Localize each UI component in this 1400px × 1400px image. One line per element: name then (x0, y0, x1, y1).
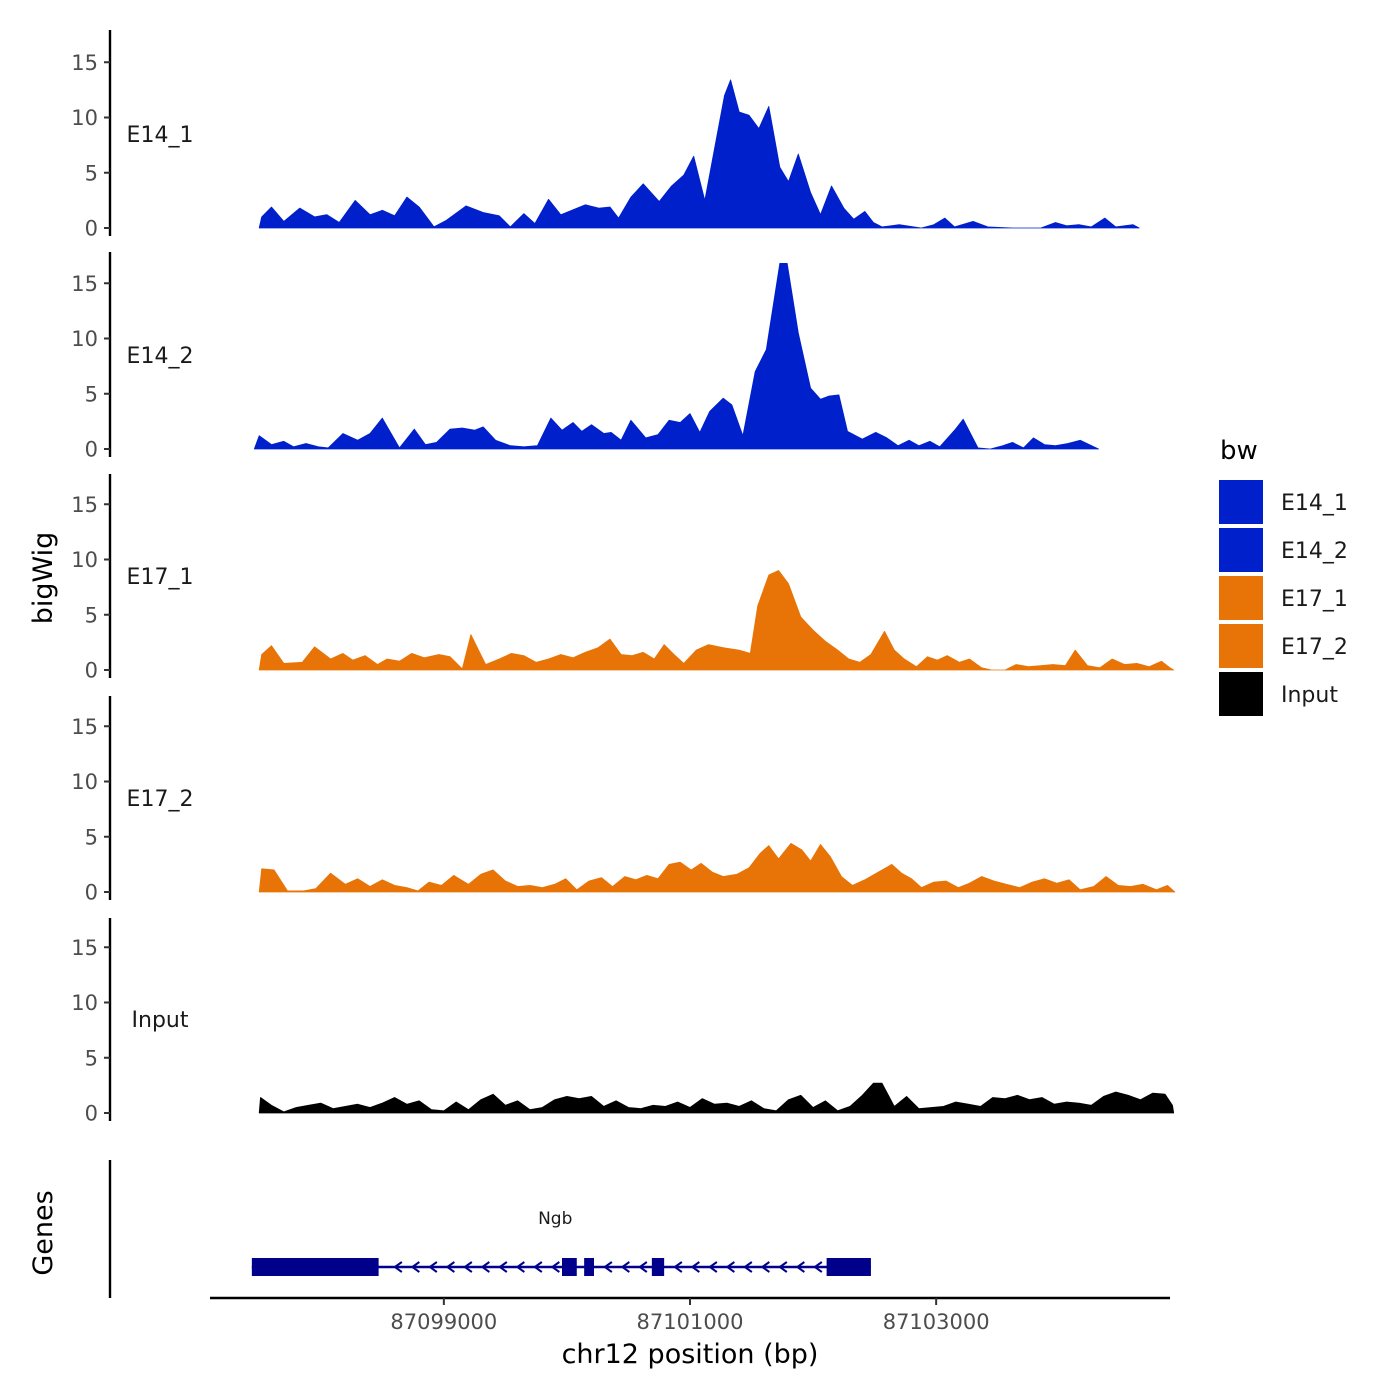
signal-tracks: 0 5 10 15 E14_1 0 5 10 15 E14_2 0 5 10 15 E17_1 0 5 10 15 E… (71, 30, 1176, 1126)
strand-arrow (725, 1261, 735, 1273)
y-tick-label: 10 (71, 991, 98, 1015)
gene-name-label: Ngb (538, 1209, 572, 1229)
track-label: E14_1 (127, 123, 194, 148)
gene-exon (651, 1258, 665, 1276)
track-E17_1: 0 5 10 15 E17_1 (71, 474, 1175, 683)
track-E14_2: 0 5 10 15 E14_2 (71, 252, 1099, 462)
x-tick-label: 87101000 (637, 1310, 744, 1334)
legend-key-E17_2 (1219, 624, 1263, 668)
legend-label-E14_2: E14_2 (1281, 539, 1348, 564)
legend-key-E17_1 (1219, 576, 1263, 620)
strand-arrow (673, 1261, 683, 1273)
track-E14_1: 0 5 10 15 E14_1 (71, 30, 1140, 241)
y-tick-label: 15 (71, 493, 98, 517)
gene-exon (826, 1258, 871, 1276)
y-tick-label: 15 (71, 715, 98, 739)
strand-arrow (498, 1261, 508, 1273)
strand-arrow (708, 1261, 718, 1273)
legend-label-Input: Input (1281, 683, 1338, 708)
y-tick-label: 0 (85, 217, 98, 241)
y-tick-label: 0 (85, 1102, 98, 1126)
legend-key-E14_1 (1219, 480, 1263, 524)
strand-arrow (533, 1261, 543, 1273)
y-tick-label: 5 (85, 382, 98, 406)
strand-arrow (778, 1261, 788, 1273)
x-tick-label: 87099000 (390, 1310, 497, 1334)
y-tick-label: 10 (71, 106, 98, 130)
signal-area-E17_1 (258, 570, 1175, 671)
gene-exon (584, 1258, 594, 1276)
legend-key-Input (1219, 672, 1263, 716)
gene-exon (251, 1258, 379, 1276)
strand-arrow (638, 1261, 648, 1273)
y-tick-label: 5 (85, 825, 98, 849)
signal-area-E14_2 (253, 263, 1099, 450)
x-tick-label: 87103000 (883, 1310, 990, 1334)
y-tick-label: 5 (85, 161, 98, 185)
strand-arrow (550, 1261, 560, 1273)
legend-key-E14_2 (1219, 528, 1263, 572)
strand-arrow (393, 1261, 403, 1273)
legend-title: bw (1220, 436, 1258, 466)
legend-label-E17_1: E17_1 (1281, 587, 1348, 612)
signal-area-Input (258, 1082, 1175, 1114)
legend-label-E17_2: E17_2 (1281, 635, 1348, 660)
strand-arrow (603, 1261, 613, 1273)
strand-arrow (795, 1261, 805, 1273)
gene-track: Ngb (108, 1160, 871, 1298)
legend: bw E14_1 E14_2 E17_1 E17_2 Input (1219, 436, 1348, 716)
strand-arrow (515, 1261, 525, 1273)
gene-exon (562, 1258, 577, 1276)
y-tick-label: 5 (85, 603, 98, 627)
x-axis: 87099000 87101000 87103000 (210, 1296, 1170, 1334)
track-label: Input (132, 1008, 189, 1033)
genes-track-title: Genes (28, 1190, 59, 1275)
y-tick-label: 15 (71, 51, 98, 75)
strand-arrow (480, 1261, 490, 1273)
strand-arrow (690, 1261, 700, 1273)
strand-arrow (760, 1261, 770, 1273)
y-tick-label: 10 (71, 327, 98, 351)
strand-arrow (620, 1261, 630, 1273)
y-tick-label: 0 (85, 881, 98, 905)
strand-arrow (445, 1261, 455, 1273)
strand-arrow (428, 1261, 438, 1273)
strand-arrow (463, 1261, 473, 1273)
track-label: E14_2 (127, 344, 194, 369)
strand-arrow (813, 1261, 823, 1273)
y-axis-title: bigWig (28, 532, 59, 625)
strand-arrow (410, 1261, 420, 1273)
y-tick-label: 0 (85, 659, 98, 683)
y-tick-label: 5 (85, 1046, 98, 1070)
y-tick-label: 10 (71, 548, 98, 572)
y-tick-label: 15 (71, 936, 98, 960)
signal-area-E14_1 (258, 79, 1140, 229)
x-axis-title: chr12 position (bp) (562, 1339, 819, 1370)
legend-label-E14_1: E14_1 (1281, 491, 1348, 516)
track-Input: 0 5 10 15 Input (71, 918, 1175, 1126)
track-label: E17_1 (127, 565, 194, 590)
signal-area-E17_2 (258, 843, 1176, 893)
strand-arrow (743, 1261, 753, 1273)
track-E17_2: 0 5 10 15 E17_2 (71, 696, 1176, 905)
y-tick-label: 15 (71, 272, 98, 296)
y-tick-label: 0 (85, 438, 98, 462)
track-label: E17_2 (127, 787, 194, 812)
y-tick-label: 10 (71, 770, 98, 794)
